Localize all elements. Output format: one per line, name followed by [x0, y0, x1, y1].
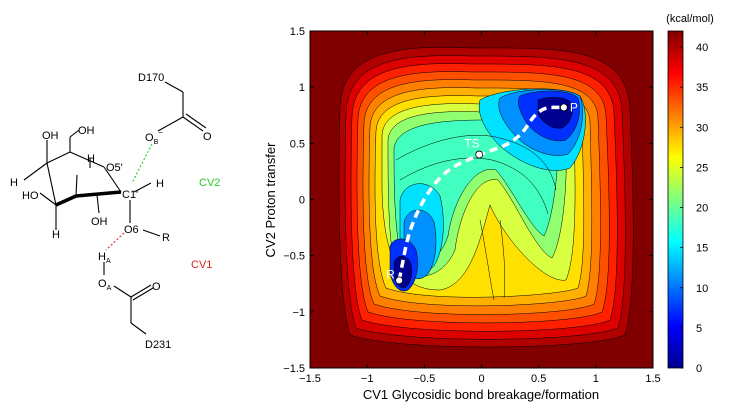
- x-tick-label: −1: [361, 373, 374, 385]
- colorbar-unit-label: (kcal/mol): [666, 13, 714, 25]
- colorbar-gradient: [667, 30, 684, 369]
- colorbar-ticks: 0 5 10 15 20 25 30 35 40: [680, 42, 708, 375]
- label-d231: D231: [145, 339, 171, 351]
- label-r: R: [162, 232, 170, 244]
- minimum-point-r: [395, 276, 404, 285]
- ring-bond-16: [133, 182, 152, 193]
- ring-bond-7: [75, 174, 78, 197]
- colorbar-tick-label: 30: [696, 122, 708, 134]
- colorbar-tick-label: 5: [696, 323, 702, 335]
- contour-line-4: [499, 219, 506, 299]
- minimum-point-p: [559, 103, 568, 112]
- colorbar-tick-label: 35: [696, 82, 708, 94]
- y-tick-label: 0.5: [290, 138, 305, 150]
- hbond-cv1: [105, 232, 125, 251]
- label-oa: OA: [98, 278, 112, 292]
- x-tick-label: −0.5: [413, 373, 435, 385]
- y-tick-label: 1: [299, 82, 305, 94]
- label-oh-bottom: OH: [91, 216, 108, 228]
- y-axis-label: CV2 Proton transfer: [263, 142, 278, 258]
- label-oh-top-right: OH: [78, 125, 95, 137]
- bond-o6-r: [142, 229, 161, 237]
- label-ob: OB−: [145, 128, 163, 146]
- ring-bond-4: [46, 162, 57, 206]
- label-cv2: CV2: [199, 177, 220, 189]
- minimum-label-ts: TS: [464, 137, 479, 151]
- label-h-bottom-left: H: [52, 229, 60, 241]
- x-axis-label: CV1 Glycosidic bond breakage/formation: [363, 387, 599, 402]
- colorbar-tick-label: 25: [696, 162, 708, 174]
- label-h-c1: H: [156, 178, 164, 190]
- ring-bond-2: [69, 151, 105, 168]
- label-h-left: H: [10, 177, 18, 189]
- label-d170: D170: [138, 72, 164, 84]
- contour-line-2: [399, 157, 549, 215]
- ring-bond-1: [46, 151, 71, 164]
- colorbar-tick-label: 15: [696, 243, 708, 255]
- bond-c-o-double-2: [185, 113, 207, 129]
- label-h-top-ring: H: [87, 153, 95, 165]
- x-axis-ticks: −1.5 −1 −0.5 0 0.5 1 1.5: [299, 31, 661, 385]
- reaction-path: [397, 105, 564, 281]
- label-cv1: CV1: [191, 259, 212, 271]
- bond-ch2-d231: [130, 322, 147, 335]
- bond-c-o-bottom-2: [132, 287, 154, 301]
- bond-oa-c: [113, 285, 132, 298]
- ring-bond-5: [55, 194, 77, 207]
- x-tick-label: 0: [478, 373, 484, 385]
- bond-d170-ch2: [164, 81, 184, 93]
- colorbar-tick-label: 40: [696, 42, 708, 54]
- minima-markers: R TS P: [386, 100, 578, 285]
- x-tick-label: −1.5: [299, 373, 321, 385]
- x-tick-label: 0.5: [531, 373, 546, 385]
- x-tick-label: 1.5: [645, 373, 660, 385]
- label-o5: O5': [106, 162, 123, 174]
- y-tick-label: 0: [299, 195, 305, 207]
- y-tick-label: −1: [292, 307, 305, 319]
- ring-bond-15: [96, 194, 100, 214]
- ring-bond-11: [69, 129, 80, 138]
- ring-bond-3: [103, 166, 122, 193]
- label-oh-top-left: OH: [42, 130, 59, 142]
- label-o-carbonyl-bottom: O: [152, 281, 161, 293]
- bond-c-o-double: [182, 116, 204, 132]
- label-ha: HA: [98, 251, 111, 265]
- label-o6: O6: [124, 224, 139, 236]
- contour-line-3: [479, 219, 495, 301]
- ring-bond-14: [39, 192, 57, 206]
- contour-line-1: [395, 135, 557, 191]
- minimum-label-r: R: [386, 267, 395, 281]
- ring-bond-13: [23, 162, 48, 181]
- y-tick-label: −0.5: [283, 251, 305, 263]
- colorbar: (kcal/mol) 0 5 10 15 20 25 30 35 40: [666, 13, 714, 375]
- label-ho-left: HO: [22, 190, 39, 202]
- colorbar-tick-label: 10: [696, 283, 708, 295]
- ring-bond-6: [75, 190, 122, 198]
- x-tick-label: 1: [593, 373, 599, 385]
- minimum-point-ts: [475, 150, 484, 159]
- bond-c-o-bottom: [130, 284, 152, 298]
- reaction-path-layer: [397, 105, 564, 281]
- molecule-diagram: [23, 81, 207, 335]
- hbond-cv2: [131, 143, 153, 184]
- y-tick-label: −1.5: [283, 363, 305, 375]
- label-c1: C1': [122, 189, 138, 201]
- y-axis-ticks: 1.5 1 0.5 0 −0.5 −1 −1.5: [283, 26, 653, 375]
- label-o-carbonyl-top: O: [203, 131, 212, 143]
- y-tick-label: 1.5: [290, 26, 305, 38]
- molecule-labels: D170 OB− O O5' C1' H O6 R HA OA O D231 O…: [10, 72, 220, 351]
- bond-c-ob: [157, 116, 184, 132]
- minimum-label-p: P: [570, 100, 578, 114]
- colorbar-tick-label: 20: [696, 203, 708, 215]
- colorbar-tick-label: 0: [696, 363, 702, 375]
